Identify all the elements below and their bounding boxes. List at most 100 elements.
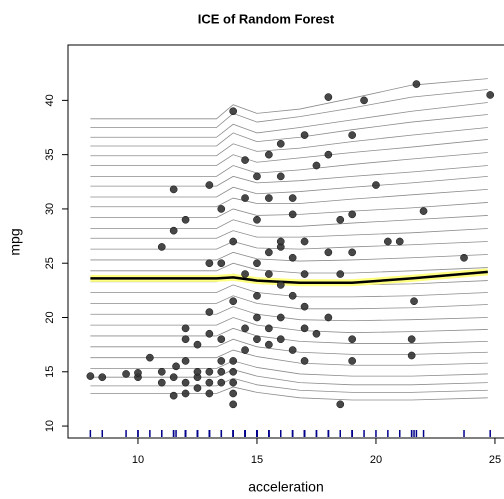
data-point <box>217 378 226 387</box>
data-point <box>229 389 238 398</box>
data-point <box>276 335 285 344</box>
data-point <box>205 308 214 316</box>
x-tick-label: 10 <box>132 454 144 466</box>
ice-curve <box>90 386 488 401</box>
data-point <box>205 181 214 189</box>
data-point <box>169 226 178 235</box>
data-point <box>265 340 273 349</box>
data-point <box>205 367 214 376</box>
data-point <box>276 313 285 322</box>
y-tick-label: 10 <box>44 420 56 432</box>
data-point <box>181 324 190 333</box>
data-point <box>265 324 273 333</box>
data-point <box>169 391 178 400</box>
data-point <box>253 291 261 300</box>
data-point <box>217 259 226 268</box>
data-point <box>276 172 285 181</box>
data-point <box>146 353 154 362</box>
data-point <box>324 313 333 322</box>
data-point <box>265 270 273 278</box>
data-point <box>486 91 495 99</box>
data-point <box>157 367 166 376</box>
ice-curve <box>90 377 488 393</box>
data-point <box>288 346 297 354</box>
data-point <box>460 253 468 262</box>
data-point <box>419 207 428 215</box>
data-point <box>276 139 285 148</box>
data-point <box>336 270 345 278</box>
ice-curve <box>90 215 488 229</box>
data-point <box>86 372 95 380</box>
data-point <box>300 270 309 278</box>
ice-curve <box>90 317 488 334</box>
data-point <box>312 329 321 338</box>
y-axis-label: mpg <box>7 228 23 255</box>
data-point <box>241 156 249 164</box>
data-point <box>348 131 357 139</box>
data-point <box>134 369 142 377</box>
data-point <box>372 181 380 189</box>
ice-curve <box>90 102 488 138</box>
data-point <box>181 335 190 344</box>
data-point <box>407 335 416 344</box>
ice-curve <box>90 139 488 166</box>
chart-title: ICE of Random Forest <box>198 11 335 26</box>
data-point <box>172 362 180 371</box>
data-point <box>288 194 297 202</box>
data-point <box>348 248 357 257</box>
data-point <box>217 335 226 344</box>
ice-curve <box>90 241 488 250</box>
data-point <box>157 378 166 387</box>
x-tick-label: 20 <box>370 454 382 466</box>
y-tick-label: 40 <box>44 94 56 106</box>
ice-curve <box>90 338 488 355</box>
data-point <box>348 357 357 365</box>
ice-curve <box>90 327 488 344</box>
ice-curve <box>90 306 488 322</box>
data-point <box>205 378 214 387</box>
ice-curve <box>90 175 488 198</box>
data-point <box>217 205 226 213</box>
data-point <box>241 270 249 278</box>
data-point <box>348 210 357 219</box>
data-point <box>360 96 368 105</box>
data-point <box>98 373 107 382</box>
data-point <box>229 367 238 376</box>
ice-curve <box>90 369 488 386</box>
data-point <box>241 194 249 202</box>
data-point <box>336 215 345 224</box>
plot-area <box>86 78 495 409</box>
data-point <box>288 253 297 262</box>
data-point <box>217 357 226 365</box>
data-point <box>395 237 404 246</box>
data-point <box>312 161 321 170</box>
data-point <box>229 237 238 246</box>
data-point <box>169 373 178 382</box>
data-point <box>300 324 309 333</box>
data-point <box>205 329 214 338</box>
data-point <box>229 297 238 306</box>
ice-curve <box>90 349 488 366</box>
y-tick-label: 30 <box>44 203 56 215</box>
data-point <box>407 351 416 360</box>
data-point <box>348 335 357 344</box>
data-point <box>157 243 166 251</box>
x-tick-label: 15 <box>251 454 263 466</box>
y-tick-label: 20 <box>44 311 56 323</box>
data-point <box>288 210 297 219</box>
data-point <box>181 357 190 365</box>
data-point <box>169 185 178 194</box>
data-point <box>122 370 130 378</box>
data-point <box>265 194 273 202</box>
ice-curve <box>90 262 488 274</box>
x-axis-label: acceleration <box>248 479 324 495</box>
ice-curve <box>90 295 488 310</box>
y-tick-label: 15 <box>44 366 56 378</box>
data-point <box>300 302 309 311</box>
data-point <box>241 346 249 354</box>
data-point <box>193 367 202 376</box>
ice-curve <box>90 202 488 219</box>
data-point <box>324 150 333 159</box>
data-point <box>181 215 190 224</box>
